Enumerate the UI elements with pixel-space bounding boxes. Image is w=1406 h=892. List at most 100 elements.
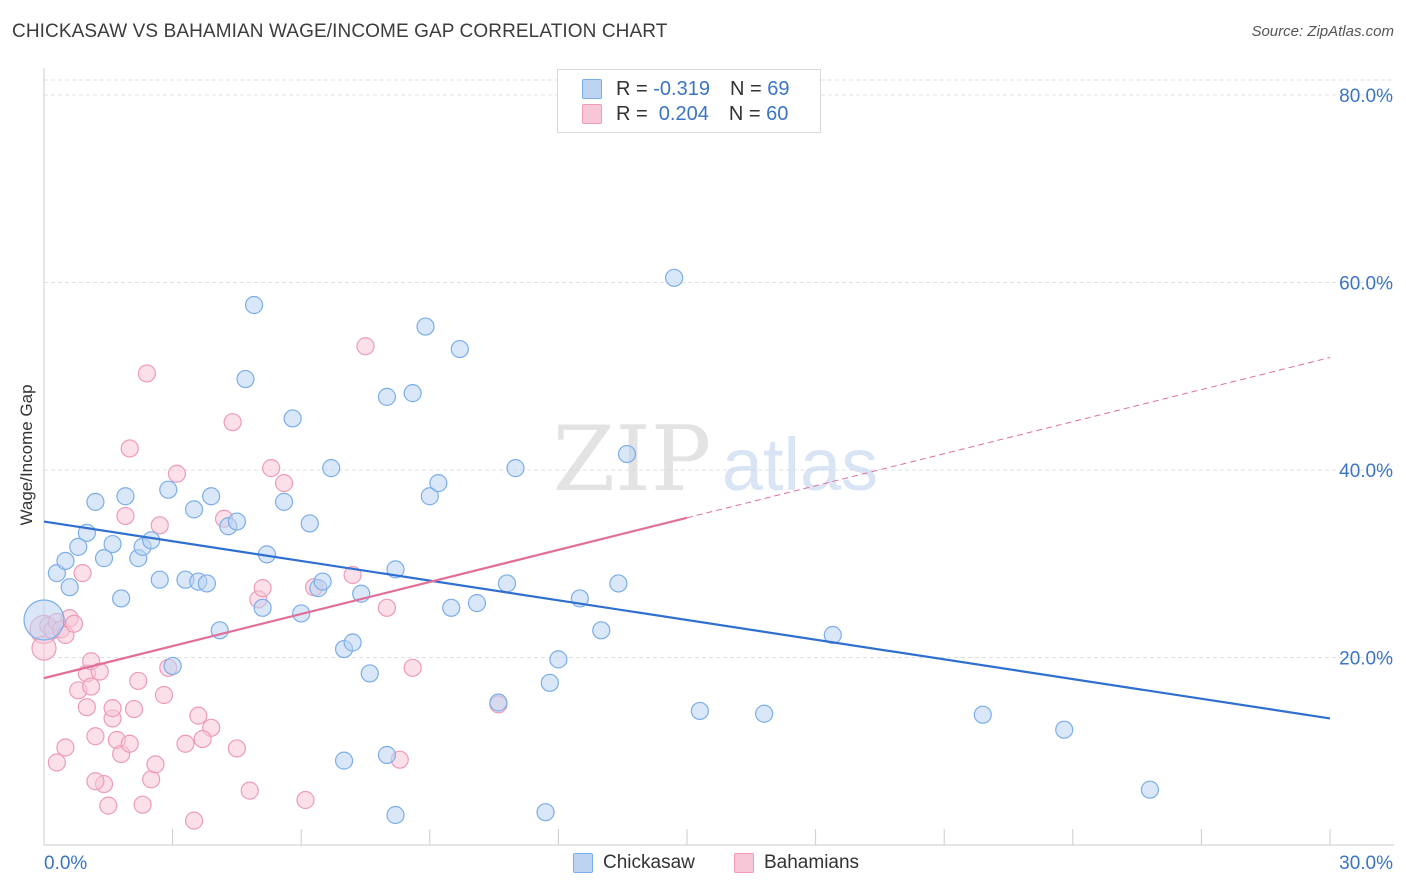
- chickasaw-point: [442, 598, 461, 617]
- chickasaw-point: [197, 574, 216, 593]
- chickasaw-point: [609, 574, 628, 593]
- bahamians-point: [73, 564, 92, 583]
- chickasaw-point: [202, 487, 221, 506]
- chickasaw-point: [467, 594, 487, 613]
- chickasaw-point: [142, 531, 161, 550]
- bahamians-point: [116, 506, 135, 526]
- chickasaw-point: [150, 570, 169, 589]
- bahamians-point: [146, 755, 165, 774]
- chickasaw-point: [536, 803, 555, 822]
- bahamians-point: [356, 337, 375, 356]
- bahamians-point: [240, 781, 259, 800]
- chickasaw-point: [420, 487, 439, 506]
- bahamians-trend-extension: [686, 357, 1331, 519]
- bahamians-point: [154, 685, 174, 705]
- legend-n-value: 69: [767, 77, 790, 100]
- bahamians-point: [176, 734, 195, 753]
- bahamians-point: [223, 413, 242, 432]
- chart-title: CHICKASAW VS BAHAMIAN WAGE/INCOME GAP CO…: [12, 21, 668, 42]
- bahamians-point: [124, 699, 144, 719]
- chickasaw-point: [283, 409, 302, 428]
- bahamians-point: [150, 516, 169, 535]
- bahamians-point: [296, 790, 315, 810]
- correlation-legend: R = -0.319 N = 69 R = 0.204 N = 60: [557, 69, 821, 133]
- chickasaw-point: [429, 474, 448, 493]
- chickasaw-point: [23, 599, 65, 641]
- chickasaw-point: [592, 621, 611, 640]
- legend-n-label: N =: [728, 102, 761, 125]
- chickasaw-point: [416, 317, 435, 336]
- x-tick-label: 30.0%: [1339, 853, 1393, 874]
- bahamians-point: [103, 699, 122, 718]
- chickasaw-point: [386, 805, 405, 825]
- bahamians-trend-line: [43, 516, 688, 680]
- bahamians-point: [77, 698, 96, 717]
- chickasaw-point: [313, 572, 332, 591]
- bottom-legend-label-bahamians: Bahamians: [764, 852, 860, 873]
- legend-swatch-chickasaw: [582, 79, 602, 99]
- bahamians-point: [227, 739, 246, 758]
- legend-row-bahamians: R = 0.204 N = 60: [582, 102, 788, 126]
- chickasaw-point: [86, 492, 105, 511]
- chickasaw-point: [236, 369, 255, 389]
- legend-row-chickasaw: R = -0.319 N = 69: [582, 77, 789, 101]
- chickasaw-point: [343, 633, 362, 652]
- chickasaw-point: [300, 514, 319, 533]
- legend-r-value: -0.319: [653, 77, 710, 100]
- chickasaw-point: [94, 549, 114, 568]
- chickasaw-point: [403, 384, 422, 403]
- axes-layer: [43, 68, 1394, 846]
- bahamians-point: [142, 770, 161, 789]
- source-label: Source: ZipAtlas.com: [1251, 23, 1394, 40]
- chickasaw-point: [274, 492, 294, 511]
- chickasaw-point: [506, 459, 525, 478]
- chickasaw-points: [23, 268, 1160, 825]
- bahamians-point: [64, 614, 84, 633]
- chickasaw-point: [690, 701, 709, 721]
- legend-swatch-bahamians: [582, 104, 602, 124]
- chickasaw-point: [823, 625, 842, 645]
- bahamians-point: [99, 796, 118, 815]
- watermark: ZIP atlas: [553, 407, 878, 512]
- chickasaw-point: [112, 589, 131, 608]
- bahamians-point: [274, 474, 294, 493]
- watermark-atlas: atlas: [722, 423, 878, 506]
- bahamians-point: [137, 364, 156, 383]
- chickasaw-point: [60, 578, 79, 597]
- chickasaw-point: [163, 656, 182, 676]
- bahamians-point: [133, 795, 152, 814]
- chickasaw-point: [377, 387, 397, 406]
- chickasaw-point: [69, 537, 88, 556]
- chickasaw-point: [103, 534, 122, 554]
- legend-n-value: 60: [766, 102, 789, 125]
- bottom-legend-bahamians: Bahamians: [734, 852, 859, 874]
- legend-r-label: R =: [616, 102, 648, 125]
- bahamians-point: [47, 753, 66, 772]
- chickasaw-point: [377, 745, 397, 765]
- chickasaw-point: [755, 704, 774, 723]
- bottom-legend-label-chickasaw: Chickasaw: [603, 852, 695, 873]
- chickasaw-point: [184, 500, 204, 519]
- chickasaw-point: [253, 598, 272, 617]
- chickasaw-point: [1055, 720, 1074, 739]
- y-tick-label: 80.0%: [1339, 86, 1393, 107]
- legend-n-label: N =: [729, 77, 762, 100]
- bahamians-point: [343, 565, 362, 585]
- bahamians-point: [184, 811, 204, 830]
- bahamians-point: [120, 439, 139, 458]
- chickasaw-point: [489, 693, 508, 712]
- bahamians-point: [167, 464, 186, 483]
- chickasaw-point: [322, 459, 341, 478]
- bahamians-point: [403, 658, 422, 677]
- bahamians-point: [86, 727, 105, 746]
- grid-layer: [44, 79, 1394, 658]
- chickasaw-point: [116, 487, 135, 506]
- chickasaw-point: [56, 551, 75, 571]
- bahamians-points: [29, 337, 508, 830]
- chickasaw-point: [360, 664, 379, 683]
- bahamians-point: [82, 677, 101, 696]
- trend-lines: [43, 357, 1331, 720]
- chickasaw-point: [159, 480, 178, 499]
- chickasaw-point: [617, 444, 637, 464]
